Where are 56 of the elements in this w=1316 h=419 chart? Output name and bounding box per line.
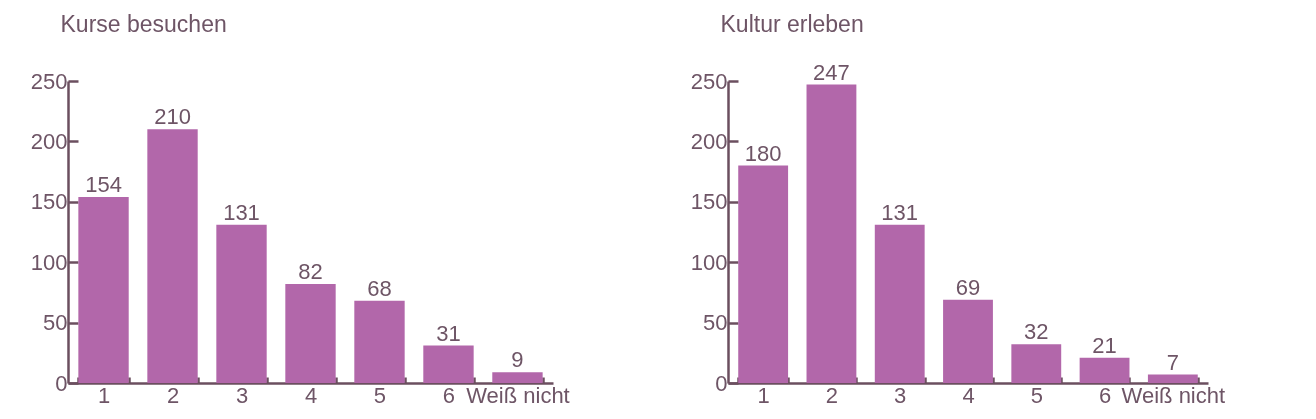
y-tick-label: 150 [30,189,68,215]
x-tick-label: Weiß nicht [466,382,570,408]
data-label: 9 [511,347,524,373]
data-label: 31 [436,320,461,346]
data-label: 131 [223,199,260,225]
data-label: 21 [1092,332,1117,358]
bar [423,345,474,383]
x-tick-label: 2 [825,382,839,408]
x-tick-label: 5 [1030,382,1043,408]
y-tick-label: 100 [690,249,728,275]
chart-title: Kultur erleben [720,10,864,37]
y-tick-label: 200 [30,128,68,154]
y-tick-label: 0 [55,370,68,396]
bar [285,283,336,383]
y-tick-label: 150 [690,189,728,215]
y-tick-label: 50 [703,310,728,336]
chart-title: Kurse besuchen [60,10,227,37]
bar [1079,357,1130,383]
y-tick-label: 200 [690,128,728,154]
y-tick-label: 0 [715,370,728,396]
x-tick-label: 1 [97,382,111,408]
x-tick-label: 6 [1098,382,1112,408]
bar [354,300,405,383]
data-label: 82 [298,258,323,284]
bar [147,129,198,383]
data-label: 7 [1166,349,1179,375]
data-label: 154 [85,171,122,197]
data-label: 247 [813,59,850,85]
x-tick-label: Weiß nicht [1121,382,1226,408]
bar [216,224,267,383]
bar [943,299,993,383]
bar [874,224,925,383]
x-tick-label: 4 [304,382,318,408]
bar [1147,374,1198,383]
y-tick-label: 50 [43,310,68,336]
bar [738,165,789,383]
y-tick-label: 100 [30,249,68,275]
x-tick-label: 3 [235,382,249,408]
data-label: 69 [955,274,981,300]
data-label: 32 [1024,319,1049,345]
x-tick-label: 6 [442,382,456,408]
bar [492,372,543,383]
y-tick-label: 250 [690,68,728,94]
bar [1011,344,1062,383]
x-tick-label: 2 [166,382,180,408]
y-tick-label: 250 [30,68,68,94]
data-label: 68 [367,275,392,301]
data-label: 180 [744,140,782,166]
bar [78,196,129,383]
bar [806,84,857,383]
x-tick-label: 3 [894,382,907,408]
x-tick-label: 5 [373,382,387,408]
data-label: 210 [154,104,191,130]
x-tick-label: 1 [757,382,770,408]
data-label: 131 [881,199,919,225]
x-tick-label: 4 [962,382,975,408]
